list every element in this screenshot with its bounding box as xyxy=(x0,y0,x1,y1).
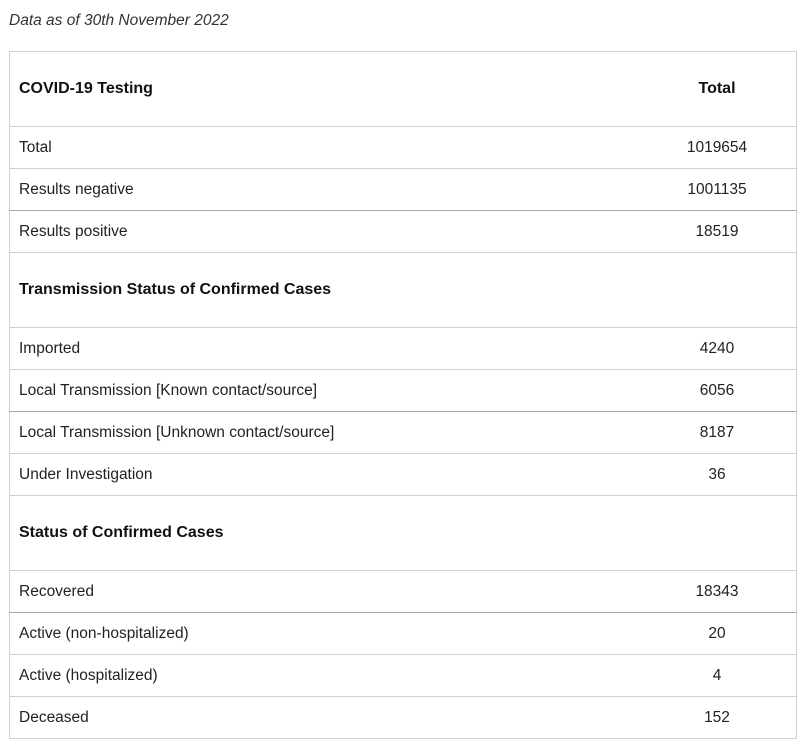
table-row: Deceased 152 xyxy=(9,696,797,739)
row-value: 6056 xyxy=(638,369,797,412)
section-title: Transmission Status of Confirmed Cases xyxy=(9,252,638,328)
row-label: Deceased xyxy=(9,696,638,739)
row-label: Total xyxy=(9,126,638,169)
row-value: 4 xyxy=(638,654,797,697)
table-row: Recovered 18343 xyxy=(9,570,797,613)
table-header-row: COVID-19 Testing Total xyxy=(9,51,797,127)
row-label: Local Transmission [Known contact/source… xyxy=(9,369,638,412)
table-row: Local Transmission [Unknown contact/sour… xyxy=(9,411,797,454)
row-value: 36 xyxy=(638,453,797,496)
row-label: Local Transmission [Unknown contact/sour… xyxy=(9,411,638,454)
row-value: 4240 xyxy=(638,327,797,370)
table-row: Results negative 1001135 xyxy=(9,168,797,211)
row-label: Recovered xyxy=(9,570,638,613)
row-value: 18343 xyxy=(638,570,797,613)
row-value: 8187 xyxy=(638,411,797,454)
row-value: 1001135 xyxy=(638,168,797,211)
row-label: Active (non-hospitalized) xyxy=(9,612,638,655)
row-label: Results positive xyxy=(9,210,638,253)
row-value: 152 xyxy=(638,696,797,739)
column-header-testing: COVID-19 Testing xyxy=(9,51,638,127)
row-value: 18519 xyxy=(638,210,797,253)
table-row: Under Investigation 36 xyxy=(9,453,797,496)
table-row: Active (non-hospitalized) 20 xyxy=(9,612,797,655)
data-date-caption: Data as of 30th November 2022 xyxy=(9,12,229,29)
table-row: Total 1019654 xyxy=(9,126,797,169)
table-row: Results positive 18519 xyxy=(9,210,797,253)
row-label: Imported xyxy=(9,327,638,370)
column-header-total: Total xyxy=(638,51,797,127)
section-heading-transmission: Transmission Status of Confirmed Cases xyxy=(9,252,797,328)
row-label: Active (hospitalized) xyxy=(9,654,638,697)
section-title: Status of Confirmed Cases xyxy=(9,495,638,571)
row-label: Under Investigation xyxy=(9,453,638,496)
row-value: 1019654 xyxy=(638,126,797,169)
table-row: Imported 4240 xyxy=(9,327,797,370)
table-row: Local Transmission [Known contact/source… xyxy=(9,369,797,412)
table-row: Active (hospitalized) 4 xyxy=(9,654,797,697)
section-heading-status: Status of Confirmed Cases xyxy=(9,495,797,571)
row-value: 20 xyxy=(638,612,797,655)
row-label: Results negative xyxy=(9,168,638,211)
covid-stats-table: COVID-19 Testing Total Total 1019654 Res… xyxy=(9,51,797,739)
